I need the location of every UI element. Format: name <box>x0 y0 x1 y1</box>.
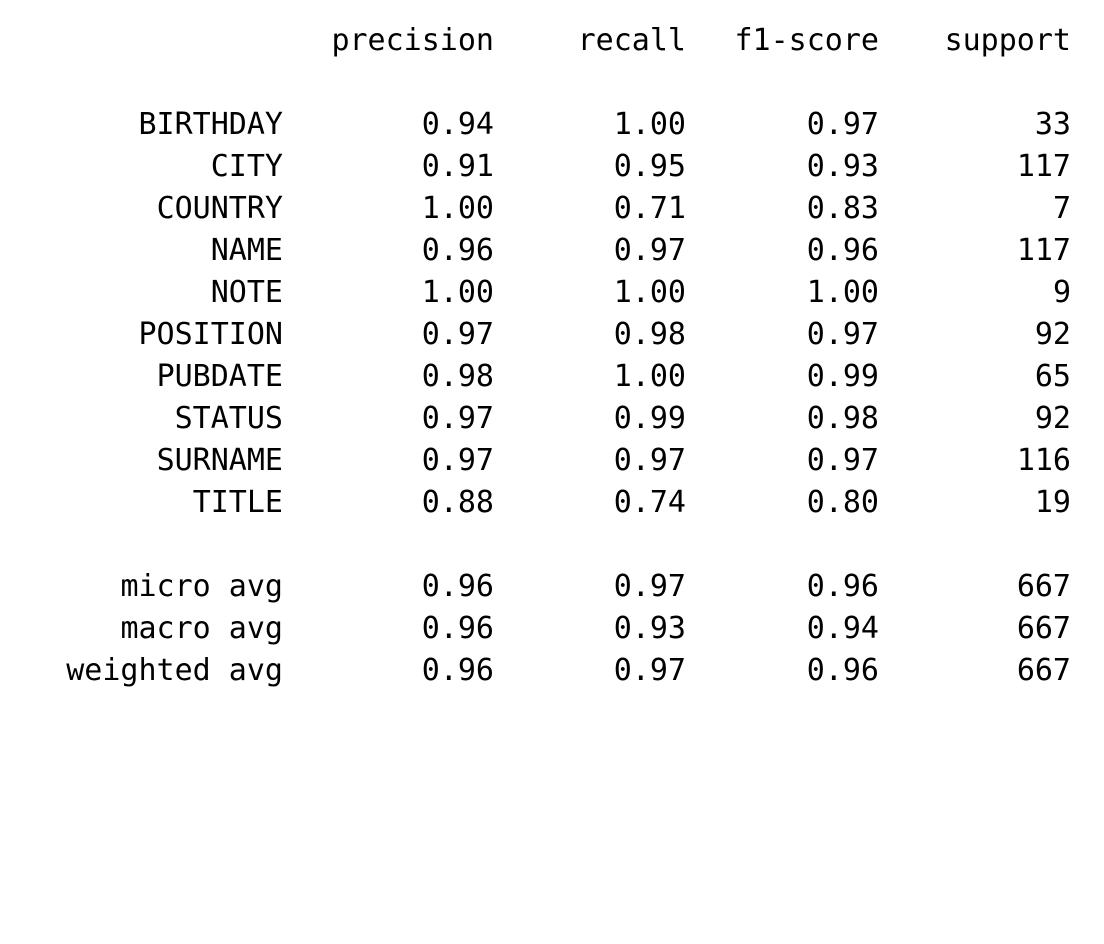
class-row: PUBDATE 0.98 1.00 0.99 65 <box>0 356 1104 398</box>
class-row: SURNAME 0.97 0.97 0.97 116 <box>0 440 1104 482</box>
precision-value: 0.96 <box>421 611 494 646</box>
precision-value: 0.97 <box>421 317 494 352</box>
support-value: 667 <box>1016 611 1071 646</box>
f1-value: 0.83 <box>806 191 879 226</box>
f1-value: 0.96 <box>806 653 879 688</box>
average-row: macro avg 0.96 0.93 0.94 667 <box>0 608 1104 650</box>
header-support: support <box>944 23 1071 58</box>
f1-value: 0.96 <box>806 233 879 268</box>
support-value: 667 <box>1016 653 1071 688</box>
class-row: POSITION 0.97 0.98 0.97 92 <box>0 314 1104 356</box>
f1-value: 0.98 <box>806 401 879 436</box>
class-label: SURNAME <box>156 443 283 478</box>
precision-value: 0.96 <box>421 233 494 268</box>
f1-value: 0.96 <box>806 569 879 604</box>
class-label: PUBDATE <box>156 359 283 394</box>
support-value: 65 <box>1034 359 1071 394</box>
recall-value: 0.97 <box>613 443 686 478</box>
support-value: 19 <box>1034 485 1071 520</box>
support-value: 92 <box>1034 317 1071 352</box>
class-label: COUNTRY <box>156 191 283 226</box>
support-value: 7 <box>1052 191 1071 226</box>
average-label: micro avg <box>120 569 283 604</box>
recall-value: 0.95 <box>613 149 686 184</box>
precision-value: 0.96 <box>421 653 494 688</box>
precision-value: 0.97 <box>421 401 494 436</box>
recall-value: 0.97 <box>613 653 686 688</box>
f1-value: 0.93 <box>806 149 879 184</box>
recall-value: 0.98 <box>613 317 686 352</box>
class-row: CITY 0.91 0.95 0.93 117 <box>0 146 1104 188</box>
average-row: micro avg 0.96 0.97 0.96 667 <box>0 566 1104 608</box>
class-row: TITLE 0.88 0.74 0.80 19 <box>0 482 1104 524</box>
recall-value: 0.99 <box>613 401 686 436</box>
precision-value: 1.00 <box>421 191 494 226</box>
class-row: NAME 0.96 0.97 0.96 117 <box>0 230 1104 272</box>
class-label: CITY <box>210 149 283 184</box>
support-value: 117 <box>1016 149 1071 184</box>
recall-value: 1.00 <box>613 359 686 394</box>
header-row: precision recall f1-score support <box>0 20 1104 62</box>
recall-value: 0.74 <box>613 485 686 520</box>
recall-value: 1.00 <box>613 275 686 310</box>
average-row: weighted avg 0.96 0.97 0.96 667 <box>0 650 1104 692</box>
f1-value: 0.80 <box>806 485 879 520</box>
precision-value: 1.00 <box>421 275 494 310</box>
f1-value: 0.97 <box>806 317 879 352</box>
precision-value: 0.94 <box>421 107 494 142</box>
precision-value: 0.88 <box>421 485 494 520</box>
f1-value: 1.00 <box>806 275 879 310</box>
class-row: BIRTHDAY 0.94 1.00 0.97 33 <box>0 104 1104 146</box>
recall-value: 1.00 <box>613 107 686 142</box>
precision-value: 0.96 <box>421 569 494 604</box>
class-row: STATUS 0.97 0.99 0.98 92 <box>0 398 1104 440</box>
f1-value: 0.94 <box>806 611 879 646</box>
support-value: 116 <box>1016 443 1071 478</box>
f1-value: 0.97 <box>806 443 879 478</box>
class-label: TITLE <box>192 485 283 520</box>
support-value: 9 <box>1052 275 1071 310</box>
recall-value: 0.97 <box>613 233 686 268</box>
header-f1-score: f1-score <box>734 23 880 58</box>
average-label: weighted avg <box>66 653 283 688</box>
support-value: 117 <box>1016 233 1071 268</box>
support-value: 33 <box>1034 107 1071 142</box>
header-recall: recall <box>577 23 686 58</box>
class-label: STATUS <box>174 401 283 436</box>
class-label: NOTE <box>210 275 283 310</box>
header-precision: precision <box>331 23 494 58</box>
recall-value: 0.93 <box>613 611 686 646</box>
class-label: POSITION <box>138 317 284 352</box>
recall-value: 0.71 <box>613 191 686 226</box>
support-value: 667 <box>1016 569 1071 604</box>
precision-value: 0.97 <box>421 443 494 478</box>
recall-value: 0.97 <box>613 569 686 604</box>
f1-value: 0.99 <box>806 359 879 394</box>
average-label: macro avg <box>120 611 283 646</box>
class-label: BIRTHDAY <box>138 107 284 142</box>
f1-value: 0.97 <box>806 107 879 142</box>
precision-value: 0.91 <box>421 149 494 184</box>
support-value: 92 <box>1034 401 1071 436</box>
class-row: NOTE 1.00 1.00 1.00 9 <box>0 272 1104 314</box>
class-label: NAME <box>210 233 283 268</box>
classification-report: precision recall f1-score support BIRTHD… <box>0 20 1104 692</box>
precision-value: 0.98 <box>421 359 494 394</box>
class-row: COUNTRY 1.00 0.71 0.83 7 <box>0 188 1104 230</box>
